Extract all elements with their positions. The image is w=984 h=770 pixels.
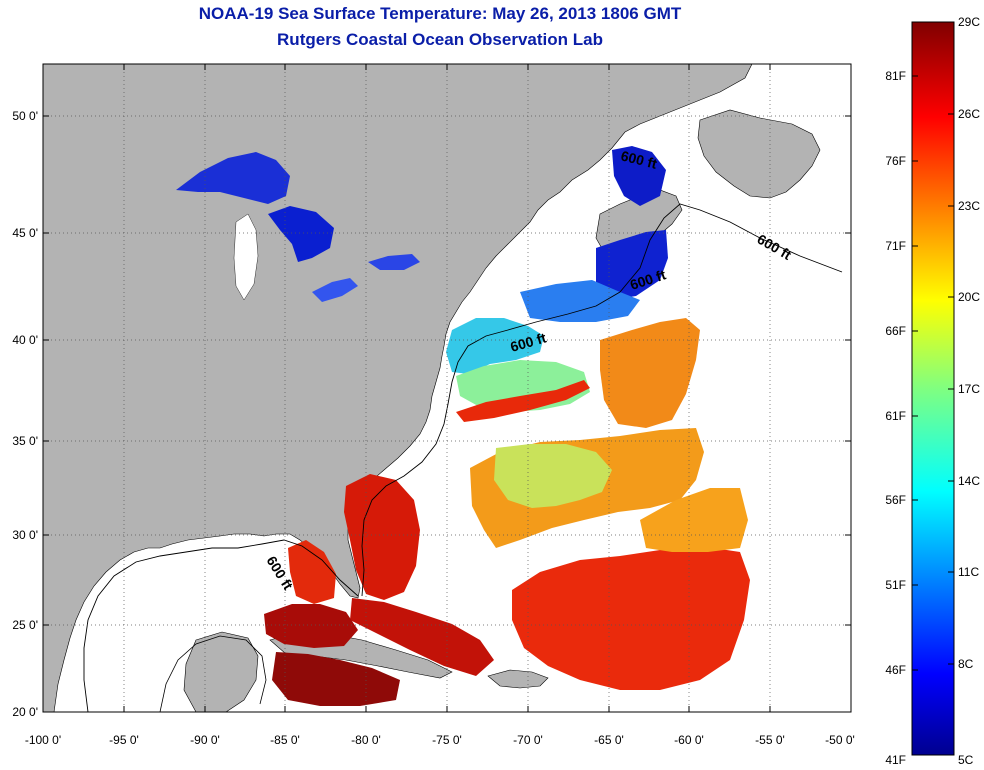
graticule xyxy=(43,64,851,712)
colorbar-label-celsius: 26C xyxy=(958,107,980,121)
lat-label: 20 0' xyxy=(12,705,38,719)
sst-gulf-st-lawrence xyxy=(612,146,666,206)
lon-label: -90 0' xyxy=(190,733,220,747)
lake-michigan xyxy=(233,213,259,301)
colorbar-label-fahrenheit: 76F xyxy=(885,154,906,168)
lon-label: -65 0' xyxy=(594,733,624,747)
lat-label: 30 0' xyxy=(12,528,38,542)
colorbar xyxy=(911,21,955,756)
sst-offshore-east xyxy=(600,318,700,428)
lake-huron xyxy=(268,206,334,262)
lon-label: -75 0' xyxy=(432,733,462,747)
colorbar-label-celsius: 20C xyxy=(958,290,980,304)
colorbar-label-celsius: 29C xyxy=(958,15,980,29)
map-subtitle: Rutgers Coastal Ocean Observation Lab xyxy=(277,30,603,49)
map-title: NOAA-19 Sea Surface Temperature: May 26,… xyxy=(198,4,682,23)
lat-label: 25 0' xyxy=(12,618,38,632)
lon-label: -70 0' xyxy=(513,733,543,747)
lon-label: -80 0' xyxy=(351,733,381,747)
bathymetry-contour-600ft xyxy=(83,203,843,712)
sst-gulf-southeast xyxy=(264,604,358,648)
bathymetry-contour-gulf-inner xyxy=(159,635,267,712)
lat-label: 50 0' xyxy=(12,109,38,123)
land-hispaniola xyxy=(487,669,549,689)
colorbar-label-celsius: 11C xyxy=(958,565,979,579)
colorbar-label-fahrenheit: 71F xyxy=(885,239,906,253)
lon-label: -85 0' xyxy=(270,733,300,747)
lat-label: 35 0' xyxy=(12,434,38,448)
lon-label: -60 0' xyxy=(674,733,704,747)
land-yucatan xyxy=(183,631,259,712)
sst-mid-atlantic-shelf xyxy=(446,318,544,374)
colorbar-label-celsius: 14C xyxy=(958,474,980,488)
lon-label: -55 0' xyxy=(755,733,785,747)
colorbar-label-fahrenheit: 46F xyxy=(885,663,906,677)
colorbar-label-celsius: 17C xyxy=(958,382,980,396)
lat-label: 45 0' xyxy=(12,226,38,240)
lon-tick-marks xyxy=(123,64,771,712)
lon-label: -50 0' xyxy=(825,733,855,747)
colorbar-tick-marks xyxy=(912,21,954,756)
sst-sargasso-south xyxy=(512,546,750,690)
sst-georges-bank xyxy=(520,280,640,322)
lake-superior xyxy=(176,152,290,204)
lake-ontario xyxy=(368,254,420,270)
sst-gulf-of-maine xyxy=(596,230,668,300)
land-newfoundland xyxy=(697,109,821,199)
sst-east-band xyxy=(640,488,748,552)
colorbar-label-celsius: 5C xyxy=(958,753,974,767)
sst-gulf-west-florida xyxy=(288,540,336,604)
sst-continental-shelf-mid xyxy=(494,444,612,508)
sst-florida-atlantic xyxy=(344,474,420,600)
lon-label: -100 0' xyxy=(25,733,61,747)
colorbar-label-fahrenheit: 81F xyxy=(885,69,906,83)
colorbar-label-celsius: 8C xyxy=(958,657,974,671)
colorbar-label-fahrenheit: 41F xyxy=(885,753,906,767)
sst-gulf-stream-north-wall xyxy=(456,380,590,422)
lake-erie xyxy=(312,278,358,302)
sst-caribbean-north xyxy=(272,652,400,706)
lon-label: -95 0' xyxy=(109,733,139,747)
colorbar-label-fahrenheit: 61F xyxy=(885,409,906,423)
colorbar-label-celsius: 23C xyxy=(958,199,980,213)
sst-bahamas-straits xyxy=(350,598,494,676)
colorbar-label-fahrenheit: 51F xyxy=(885,578,906,592)
colorbar-label-fahrenheit: 56F xyxy=(885,493,906,507)
lat-tick-marks xyxy=(43,115,851,626)
colorbar-label-fahrenheit: 66F xyxy=(885,324,906,338)
lat-label: 40 0' xyxy=(12,333,38,347)
